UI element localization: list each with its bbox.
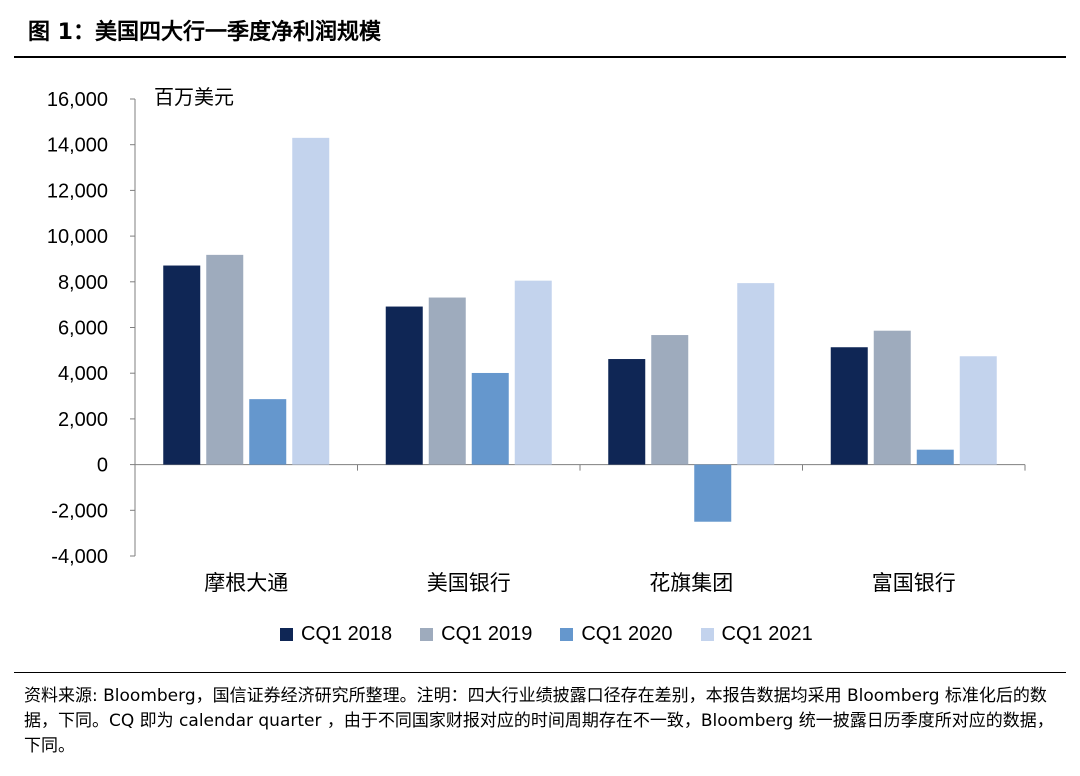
legend-item: CQ1 2018: [280, 623, 392, 646]
y-tick-label: 6,000: [58, 318, 108, 340]
bar-1-4: [292, 137, 330, 465]
legend-label: CQ1 2021: [721, 623, 813, 645]
x-category-label: 富国银行: [872, 572, 956, 595]
y-tick-label: -2,000: [51, 500, 108, 522]
y-tick-label: 16,000: [47, 89, 108, 111]
bar-2-4: [514, 280, 552, 465]
bar-2-3: [471, 372, 509, 465]
bar-3-3: [694, 464, 732, 522]
y-tick-label: 10,000: [47, 226, 108, 248]
y-tick-label: 2,000: [58, 409, 108, 431]
bars: [163, 137, 997, 522]
bar-3-1: [608, 359, 646, 465]
legend-item: CQ1 2019: [420, 623, 532, 646]
legend-label: CQ1 2018: [301, 623, 393, 645]
figure-title: 图 1：美国四大行一季度净利润规模: [28, 20, 381, 45]
x-category-label: 美国银行: [427, 572, 511, 595]
legend-item: CQ1 2020: [560, 623, 673, 646]
legend-swatch: [420, 628, 434, 641]
y-axis: -4,000 -2,000 0 2,000 4,000 6,000 8,000 10,000 1…: [47, 89, 136, 568]
bar-2-2: [428, 297, 466, 465]
bar-3-4: [737, 283, 775, 465]
legend-swatch: [560, 628, 574, 641]
bar-4-3: [916, 449, 954, 465]
source-note: 资料来源: Bloomberg，国信证券经济研究所整理。注明：四大行业绩披露口径…: [24, 686, 1054, 756]
bar-chart: -4,000 -2,000 0 2,000 4,000 6,000 8,000 10,000 1…: [47, 86, 1026, 595]
footer-rule: [14, 672, 1066, 673]
y-tick-label: 4,000: [58, 363, 108, 385]
legend-label: CQ1 2020: [581, 623, 673, 645]
legend-swatch: [700, 628, 714, 641]
bar-1-3: [249, 399, 287, 465]
legend-swatch: [280, 628, 293, 641]
y-tick-label: 12,000: [47, 180, 108, 202]
title-rule: [14, 56, 1066, 58]
bar-1-1: [163, 265, 201, 465]
y-tick-label: 8,000: [58, 272, 108, 294]
bar-2-1: [385, 306, 423, 465]
bar-4-1: [830, 347, 868, 465]
unit-label: 百万美元: [154, 86, 234, 109]
x-axis: 摩根大通 美国银行 花旗集团 富国银行: [134, 464, 1026, 595]
legend-item: CQ1 2021: [700, 623, 813, 646]
y-tick-label: 0: [97, 455, 108, 477]
legend-label: CQ1 2019: [441, 623, 533, 645]
y-tick-label: 14,000: [47, 135, 108, 157]
bar-4-2: [873, 330, 911, 465]
bar-4-4: [959, 356, 997, 465]
y-tick-label: -4,000: [51, 546, 108, 568]
bar-1-2: [206, 254, 244, 465]
bar-3-2: [651, 335, 689, 465]
x-category-label: 花旗集团: [649, 572, 733, 595]
x-category-label: 摩根大通: [204, 572, 288, 595]
legend: CQ1 2018 CQ1 2019 CQ1 2020 CQ1 2021: [280, 623, 813, 646]
